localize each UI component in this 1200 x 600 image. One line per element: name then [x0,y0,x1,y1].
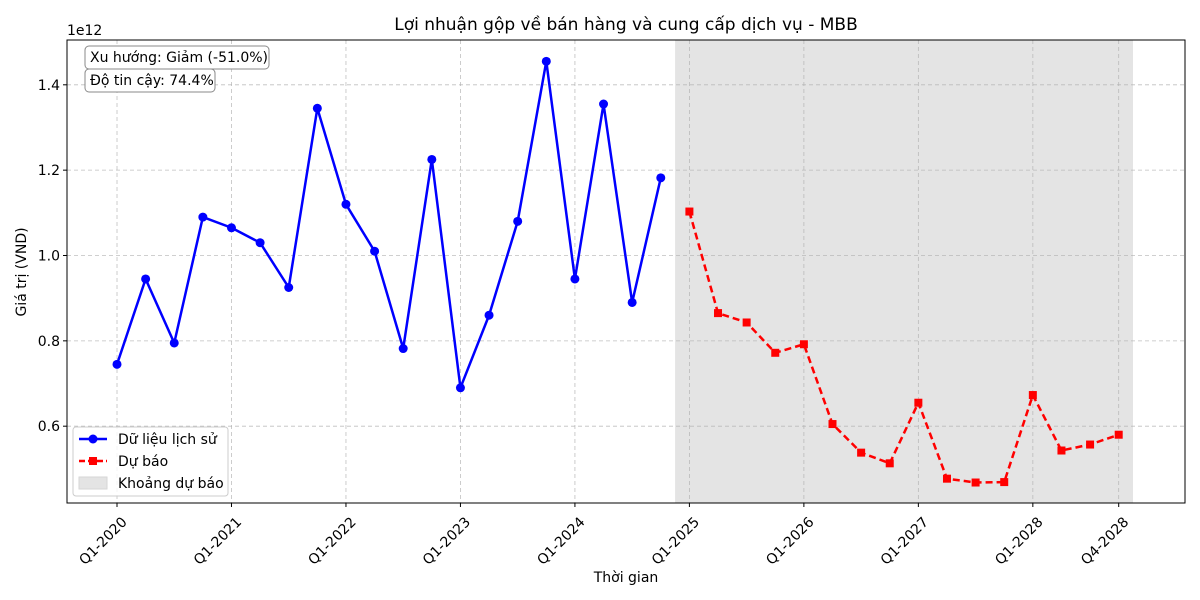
legend-forecast-label: Dự báo [118,454,168,470]
history-point [284,283,294,293]
forecast-point [1028,391,1037,400]
annotation-box-trend: Xu hướng: Giảm (-51.0%) [84,45,270,70]
history-point [484,310,494,320]
chart-title: Lợi nhuận gộp về bán hàng và cung cấp dị… [394,14,858,35]
history-point [112,359,122,369]
history-point [513,216,523,226]
x-tick-label: Q1-2020 [76,514,130,568]
forecast-point [1086,440,1095,449]
forecast-point [1114,430,1123,439]
history-point [198,212,208,222]
forecast-point [942,474,951,483]
forecast-point [714,309,723,318]
forecast-point [1000,478,1009,487]
annotation-confidence: Độ tin cậy: 74.4% [90,73,214,89]
history-point [570,274,580,284]
forecast-point [771,348,780,357]
history-point [541,56,551,66]
y-tick-label: 1.0 [38,248,60,264]
history-point [255,238,265,248]
annotation-box-confidence: Độ tin cậy: 74.4% [84,68,216,93]
forecast-point [885,459,894,468]
forecast-point [971,478,980,487]
series-line-forecast [688,211,1120,484]
x-tick-label: Q1-2027 [878,514,932,568]
legend: Dữ liệu lịch sử Dự báo Khoảng dự báo [72,426,229,497]
y-tick-label: 1.2 [38,163,60,179]
forecast-point [914,398,923,407]
x-tick-label: Q1-2028 [992,514,1046,568]
history-point [599,99,609,109]
forecast-point [799,340,808,349]
legend-frame [72,426,229,497]
history-point [312,103,322,113]
forecast-point [1057,446,1066,455]
x-tick-label: Q1-2024 [534,514,588,568]
forecast-region [675,40,1134,503]
y-axis-label: Giá trị (VND) [14,227,30,316]
x-tick-label: Q1-2025 [649,514,703,568]
history-point [656,173,666,183]
y-tick-label: 1.4 [38,78,60,94]
x-tick-label: Q4-2028 [1078,514,1132,568]
legend-forecast-region-swatch [78,476,108,490]
legend-forecast-marker [89,457,97,465]
legend-forecast-region-label: Khoảng dự báo [118,476,224,492]
history-point [427,154,437,164]
x-tick-label: Q1-2021 [191,514,245,568]
history-point [169,338,179,348]
x-tick-label: Q1-2026 [763,514,817,568]
history-point [141,274,151,284]
y-tick-label: 0.8 [38,334,60,350]
legend-history-label: Dữ liệu lịch sử [118,432,218,448]
forecast-point [685,207,694,216]
history-point [398,344,408,354]
y-tick-label: 0.6 [38,419,60,435]
series-line-history [115,60,662,390]
y-offset-label: 1e12 [67,23,102,39]
forecast-point [742,318,751,327]
history-point [226,223,236,233]
x-tick-label: Q1-2023 [420,514,474,568]
forecast-point [857,448,866,457]
annotation-trend: Xu hướng: Giảm (-51.0%) [90,50,268,66]
x-axis-label: Thời gian [593,570,659,586]
x-tick-label: Q1-2022 [305,514,359,568]
history-point [627,297,637,307]
plot-frame [66,39,1186,504]
history-point [341,199,351,209]
forecast-point [828,420,837,429]
history-point [370,246,380,256]
legend-history-marker [88,434,98,444]
history-point [455,383,465,393]
